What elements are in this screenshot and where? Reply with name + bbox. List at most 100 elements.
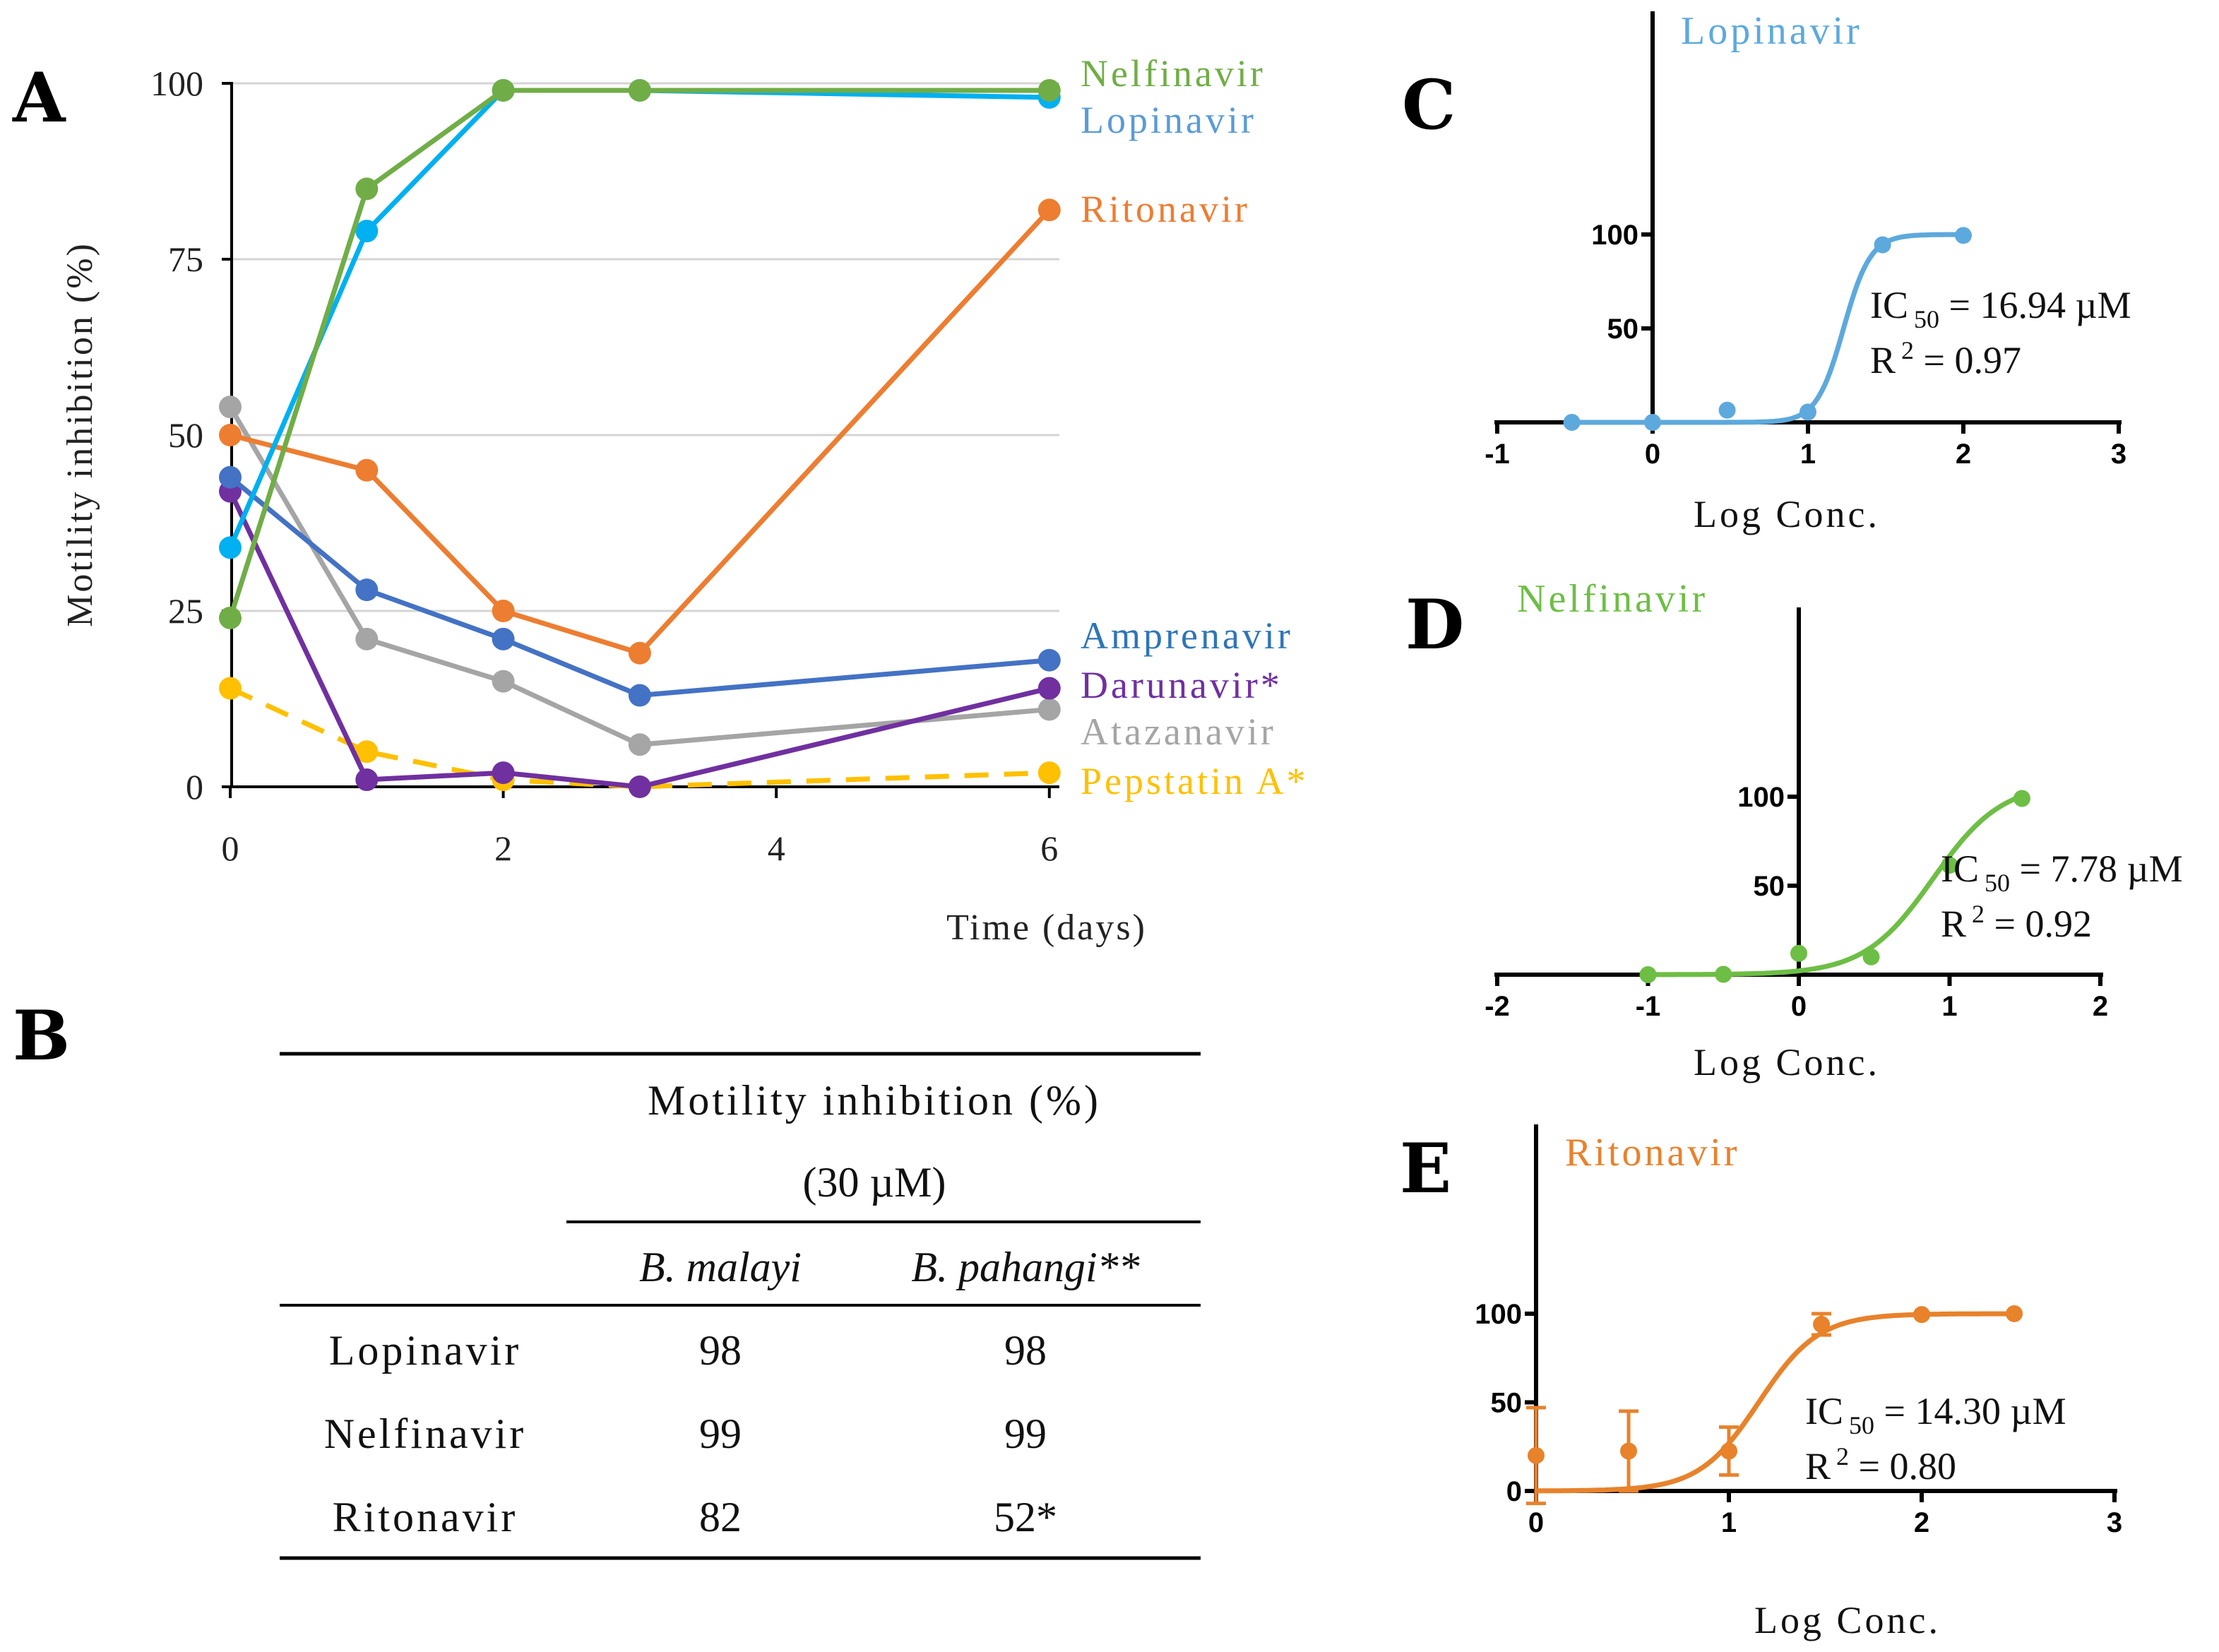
data-point xyxy=(1528,1446,1545,1464)
cell-value: 99 xyxy=(1004,1410,1047,1457)
fit-curve xyxy=(1567,232,1963,425)
panel-b-table: B Motility inhibition (%) (30 µM) B. mal… xyxy=(13,996,1201,1560)
data-point xyxy=(1790,944,1807,962)
data-point-amprenavir xyxy=(492,627,515,650)
x-tick-label: 1 xyxy=(1800,439,1816,470)
table-subheader: (30 µM) xyxy=(803,1159,946,1206)
panel-e-dose-response: E 0 50 100 0 1 2 3 Log Conc. Ritonavir IC 50 = 14.… xyxy=(1400,1124,2122,1641)
x-tick-label: 0 xyxy=(1528,1507,1544,1538)
x-tick-label: 1 xyxy=(1941,991,1957,1022)
y-tick-label: 50 xyxy=(1491,1388,1523,1419)
series-ritonavir xyxy=(219,198,1061,665)
series-line-lopinavir xyxy=(227,88,1049,549)
data-point-atazanavir xyxy=(628,733,651,756)
panel-letter-a: A xyxy=(12,58,66,138)
data-point xyxy=(1874,236,1891,254)
row-label: Nelfinavir xyxy=(324,1410,527,1457)
data-point xyxy=(1563,414,1581,431)
data-point-amprenavir xyxy=(1037,648,1061,672)
data-point-nelfinavir xyxy=(492,78,515,102)
x-tick-label: -1 xyxy=(1485,439,1510,470)
y-tick-label: 75 xyxy=(168,239,203,279)
series-label-darunavir: Darunavir* xyxy=(1081,664,1283,706)
data-point-pepstatin-a xyxy=(1037,761,1061,785)
drug-label: Ritonavir xyxy=(1565,1131,1740,1175)
y-tick-label: 100 xyxy=(1737,782,1785,813)
y-axis-title: Motility inhibition (%) xyxy=(60,242,100,627)
column-header-b-pahangi: B. pahangi** xyxy=(911,1244,1139,1290)
x-tick-label: 2 xyxy=(1914,1507,1929,1538)
data-point-darunavir xyxy=(628,776,651,798)
x-tick-label: 4 xyxy=(768,828,785,868)
x-tick-label: 2 xyxy=(2093,991,2108,1022)
data-point-darunavir xyxy=(355,768,379,792)
x-tick-label: 0 xyxy=(222,828,239,868)
cell-value: 82 xyxy=(699,1494,742,1540)
drug-label: Lopinavir xyxy=(1681,9,1862,53)
data-point xyxy=(2006,1305,2023,1322)
data-point-nelfinavir xyxy=(1037,78,1061,102)
data-point xyxy=(1620,1442,1638,1460)
data-point-darunavir xyxy=(492,761,515,785)
x-axis-title: Time (days) xyxy=(946,908,1147,948)
x-tick-label: -1 xyxy=(1636,991,1661,1022)
data-point xyxy=(1720,1442,1737,1460)
data-point-pepstatin-a xyxy=(219,677,242,700)
cell-value: 98 xyxy=(699,1327,742,1374)
data-point xyxy=(1955,227,1972,244)
x-tick-label: 3 xyxy=(2111,439,2126,470)
y-tick-label: 100 xyxy=(150,64,203,103)
data-point-nelfinavir xyxy=(628,78,651,102)
row-label: Lopinavir xyxy=(329,1327,522,1374)
cell-value: 52* xyxy=(994,1494,1057,1540)
data-point-amprenavir xyxy=(628,684,651,707)
ic50-annotation: IC 50 = 16.94 µM xyxy=(1870,284,2131,333)
data-point-atazanavir xyxy=(219,396,242,419)
x-axis-title: Log Conc. xyxy=(1694,1041,1880,1083)
data-point xyxy=(1639,966,1657,983)
data-point-ritonavir xyxy=(628,641,651,665)
ic50-annotation: IC 50 = 14.30 µM xyxy=(1805,1390,2066,1439)
table-header: Motility inhibition (%) xyxy=(648,1077,1101,1124)
data-point-ritonavir xyxy=(219,424,242,446)
data-point xyxy=(1644,414,1661,431)
tick-labels: 0 25 50 75 100 0 2 4 6 xyxy=(150,64,1058,868)
x-tick-label: 0 xyxy=(1791,991,1807,1022)
y-tick-label: 100 xyxy=(1475,1299,1522,1330)
data-point-ritonavir xyxy=(355,458,379,482)
table-row: Lopinavir 98 98 xyxy=(329,1327,1047,1374)
table-row: Ritonavir 82 52* xyxy=(333,1494,1057,1540)
data-point xyxy=(2013,790,2030,807)
y-tick-label: 50 xyxy=(168,415,203,455)
data-point xyxy=(1941,857,1958,874)
data-point-ritonavir xyxy=(1037,198,1061,222)
x-tick-label: 6 xyxy=(1040,828,1058,868)
panel-letter-e: E xyxy=(1400,1129,1451,1208)
x-axis-title: Log Conc. xyxy=(1694,493,1880,535)
y-tick-label: 100 xyxy=(1591,220,1638,251)
series-label-nelfinavir: Nelfinavir xyxy=(1081,52,1266,95)
series-label-atazanavir: Atazanavir xyxy=(1081,711,1276,753)
series-label-ritonavir: Ritonavir xyxy=(1081,188,1250,230)
data-point-atazanavir xyxy=(492,670,515,693)
x-tick-label: 2 xyxy=(1956,439,1971,470)
cell-value: 98 xyxy=(1004,1327,1047,1374)
x-tick-label: 1 xyxy=(1721,1507,1737,1538)
panel-a-line-chart: A 0 25 50 75 100 0 2 4 6 Time (days) Motility in… xyxy=(12,52,1306,948)
data-point xyxy=(1862,948,1880,965)
x-tick-label: 2 xyxy=(494,828,512,868)
series-label-lopinavir: Lopinavir xyxy=(1081,99,1256,141)
grid-lines xyxy=(232,82,1059,612)
y-tick-label: 50 xyxy=(1607,314,1639,345)
data-point-nelfinavir xyxy=(355,177,379,201)
data-point-amprenavir xyxy=(355,578,379,602)
data-point-lopinavir xyxy=(219,536,242,559)
series-lines xyxy=(219,78,1061,798)
row-label: Ritonavir xyxy=(333,1494,518,1540)
data-point-amprenavir xyxy=(219,465,242,489)
